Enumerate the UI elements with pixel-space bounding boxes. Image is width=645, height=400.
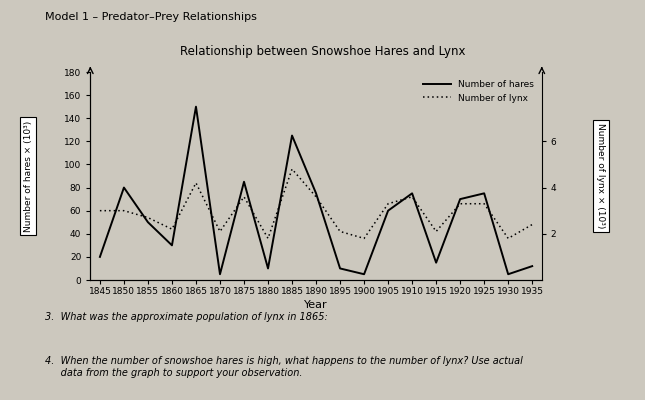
- Text: Relationship between Snowshoe Hares and Lynx: Relationship between Snowshoe Hares and …: [180, 45, 465, 58]
- Text: Number of lynx × (10³): Number of lynx × (10³): [597, 123, 605, 229]
- Text: 4.  When the number of snowshoe hares is high, what happens to the number of lyn: 4. When the number of snowshoe hares is …: [45, 356, 523, 378]
- Legend: Number of hares, Number of lynx: Number of hares, Number of lynx: [420, 76, 537, 106]
- Text: 3.  What was the approximate population of lynx in 1865:: 3. What was the approximate population o…: [45, 312, 328, 322]
- Text: Model 1 – Predator–Prey Relationships: Model 1 – Predator–Prey Relationships: [45, 12, 257, 22]
- X-axis label: Year: Year: [304, 300, 328, 310]
- Text: Number of hares × (10³): Number of hares × (10³): [24, 120, 32, 232]
